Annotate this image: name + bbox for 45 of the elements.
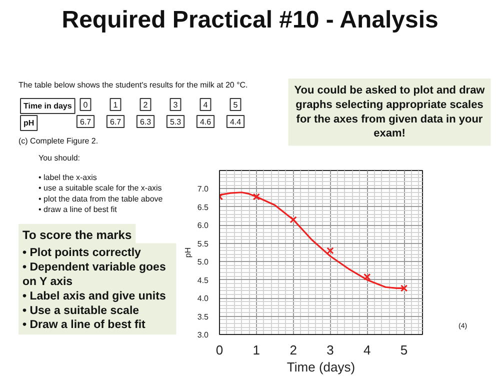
y-tick-label: 5.0 bbox=[197, 258, 210, 267]
y-axis-title: pH bbox=[183, 247, 192, 258]
point bbox=[326, 247, 334, 254]
text: To score the marks bbox=[22, 228, 132, 242]
x-tick-label: 2 bbox=[290, 342, 297, 358]
y-tick-label: 3.0 bbox=[197, 330, 210, 340]
text: (c) Complete Figure 2. bbox=[18, 136, 98, 146]
text: 6.7 bbox=[110, 118, 122, 126]
y-tick-label: 4.0 bbox=[197, 294, 210, 304]
x-tick-label: 0 bbox=[216, 342, 224, 358]
y-tick-label: 6.0 bbox=[197, 221, 210, 230]
y-tick-label: 6.5 bbox=[197, 202, 210, 212]
text: You should: bbox=[38, 154, 80, 162]
text: 4.4 bbox=[230, 118, 242, 126]
x-axis-title: Time (days) bbox=[286, 360, 356, 374]
y-tick-label: 3.5 bbox=[197, 312, 210, 322]
point bbox=[400, 284, 408, 292]
text: 4 bbox=[203, 100, 208, 110]
text: 5.3 bbox=[170, 118, 182, 126]
text: • Plot points correctly • Dependent variable goes on Y axis • Label axis and give units • Use a suitable scale • Draw a line of best fit bbox=[22, 247, 166, 332]
text: • label the x-axis • use a suitable scale for the x-axis • plot the data from the table above • draw a line of best fit bbox=[38, 172, 164, 214]
x-tick-label: 3 bbox=[326, 342, 334, 358]
text: Time in days bbox=[24, 102, 72, 110]
text: 3 bbox=[173, 100, 178, 110]
y-tick-label: 5.5 bbox=[197, 239, 210, 248]
y-tick-label: 4.5 bbox=[197, 276, 210, 285]
point bbox=[252, 193, 260, 200]
text: 6.7 bbox=[80, 118, 92, 126]
text: pH bbox=[24, 118, 34, 128]
x-tick-label: 5 bbox=[400, 342, 408, 358]
x-tick-label: 4 bbox=[364, 342, 371, 358]
y-tick-label: 7.0 bbox=[197, 184, 210, 194]
line-series bbox=[220, 192, 405, 290]
chart-title: Required Practical #10 - Analysis bbox=[62, 6, 438, 34]
text: 0 bbox=[83, 100, 88, 110]
text: 1 bbox=[113, 100, 118, 110]
x-tick-label: 1 bbox=[252, 342, 260, 358]
point bbox=[290, 216, 297, 224]
text: 5 bbox=[233, 100, 238, 110]
text: 2 bbox=[143, 100, 148, 110]
point bbox=[364, 273, 371, 280]
text: 4.6 bbox=[200, 118, 212, 126]
text: The table below shows the student's results for the milk at 20 °C. bbox=[18, 80, 248, 90]
text: 6.3 bbox=[140, 118, 152, 126]
text: You could be asked to plot and draw graphs selecting appropriate scales for the axes from given data in your exam! bbox=[294, 84, 486, 140]
